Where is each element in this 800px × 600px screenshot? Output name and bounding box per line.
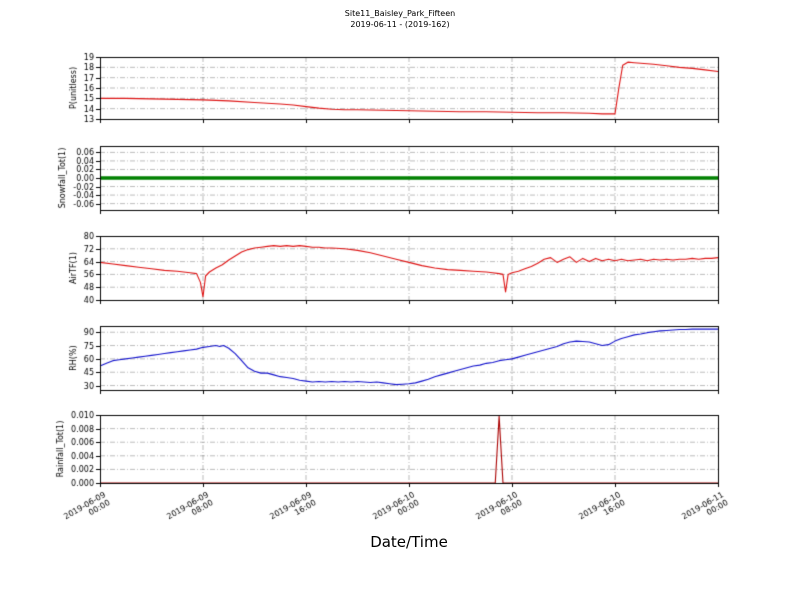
chart-title: Site11_Baisley_Park_Fifteen 2019-06-11 -…: [0, 8, 800, 30]
chart-title-line2: 2019-06-11 - (2019-162): [350, 20, 450, 29]
x-axis-label: Date/Time: [370, 533, 448, 551]
chart-title-line1: Site11_Baisley_Park_Fifteen: [344, 9, 456, 18]
